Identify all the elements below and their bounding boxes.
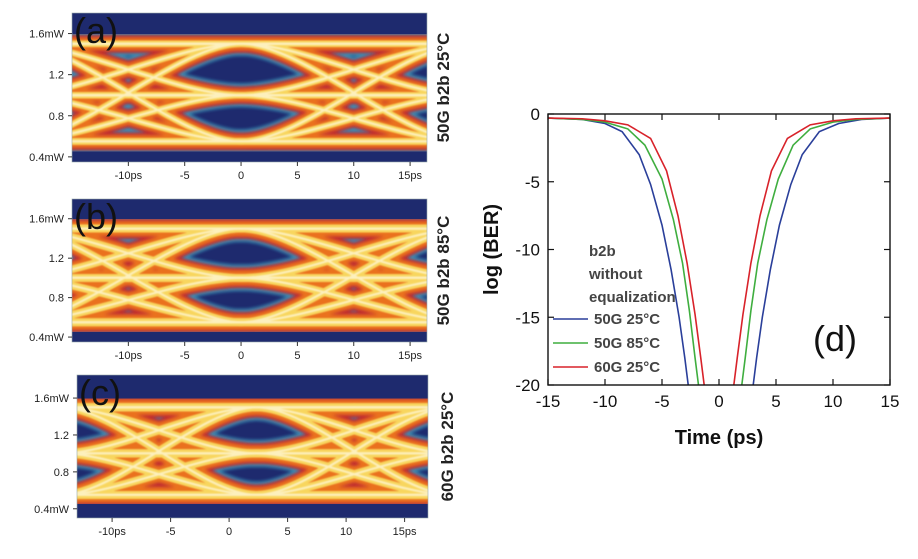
ber-curve-50g85c-right xyxy=(741,117,890,385)
ber-x-tick-label: 15 xyxy=(881,392,900,411)
eye-x-tick-label: 15ps xyxy=(398,350,422,362)
ber-legend-title-line: without xyxy=(588,266,642,283)
ber-x-tick-label: 10 xyxy=(824,392,843,411)
eye-trace xyxy=(77,408,356,497)
eye-y-tick-label: 1.2 xyxy=(49,70,64,82)
eye-x-tick-label: -10ps xyxy=(115,350,143,362)
ber-series-group xyxy=(548,117,890,385)
eye-heatmap-2 xyxy=(77,375,428,518)
eye-trace xyxy=(72,51,355,97)
eye-diagram-b: 1.6mW 1.2 0.8 0.4mW -10ps -5 0 5 10 15ps (b) 50G b2… xyxy=(29,196,453,362)
eye-x-tick-label: -5 xyxy=(180,170,190,182)
eye-y-tick-label: 1.2 xyxy=(49,253,64,265)
eye-core-white xyxy=(72,227,427,324)
eye-frame xyxy=(71,198,428,343)
ber-curve-50g85c-left xyxy=(548,117,700,385)
eye-core-white xyxy=(72,42,427,143)
eye-frame xyxy=(76,374,429,519)
eye-core-white xyxy=(77,406,428,497)
eye-x-tick-label: -5 xyxy=(166,526,176,538)
eye-x-tick-label: 10 xyxy=(340,526,352,538)
eye-panel-letter: (c) xyxy=(79,372,121,413)
eye-x-tick-label: 5 xyxy=(294,350,300,362)
eye-frame xyxy=(71,12,428,163)
eye-panel-letter: (b) xyxy=(74,196,118,237)
ber-y-tick-label: -20 xyxy=(515,376,540,395)
eye-y-tick-label: 1.6mW xyxy=(34,393,69,405)
eye-condition-label: 50G b2b 25°C xyxy=(434,33,453,143)
eye-y-tick-label: 0.8 xyxy=(49,111,64,123)
ber-legend-label: 50G 85°C xyxy=(594,335,660,352)
ber-x-tick-label: -5 xyxy=(654,392,669,411)
eye-heatmap-1 xyxy=(72,199,427,342)
eye-diagram-c: 1.6mW 1.2 0.8 0.4mW -10ps -5 0 5 10 15ps (c) 60G b2… xyxy=(34,372,457,538)
eye-y-tick-label: 1.6mW xyxy=(29,214,64,226)
ber-legend-title-line: equalization xyxy=(589,289,676,306)
eye-x-tick-label: 0 xyxy=(238,350,244,362)
eye-y-tick-label: 0.8 xyxy=(54,467,69,479)
eye-condition-label: 60G b2b 25°C xyxy=(438,392,457,502)
eye-x-tick-label: -10ps xyxy=(98,526,126,538)
eye-y-tick-label: 1.6mW xyxy=(29,29,64,41)
eye-x-tick-label: 5 xyxy=(285,526,291,538)
eye-x-tick-label: 10 xyxy=(348,170,360,182)
ber-x-tick-label: 0 xyxy=(714,392,723,411)
eye-trace xyxy=(72,59,355,143)
ber-y-tick-label: -15 xyxy=(515,308,540,327)
ber-legend-title-line: b2b xyxy=(589,243,616,260)
ber-curve-60g25c-right xyxy=(733,117,890,385)
eye-trace xyxy=(127,42,427,92)
eye-y-tick-label: 0.4mW xyxy=(34,504,69,516)
eye-y-tick-label: 0.8 xyxy=(49,293,64,305)
eye-x-tick-label: 5 xyxy=(294,170,300,182)
eye-trace xyxy=(127,42,427,134)
ber-curve-50g25c-right xyxy=(752,117,890,385)
ber-y-axis-label: log (BER) xyxy=(481,204,503,295)
ber-legend-label: 50G 25°C xyxy=(594,311,660,328)
eye-x-tick-label: 0 xyxy=(226,526,232,538)
ber-x-tick-label: -15 xyxy=(536,392,561,411)
eye-x-tick-label: 10 xyxy=(348,350,360,362)
ber-x-tick-label: 5 xyxy=(771,392,780,411)
eye-band-yellow xyxy=(77,403,428,499)
eye-trace xyxy=(72,243,355,324)
eye-x-tick-label: 15ps xyxy=(398,170,422,182)
ber-legend-label: 60G 25°C xyxy=(594,359,660,376)
eye-trace xyxy=(127,227,427,315)
eye-x-tick-label: -10ps xyxy=(115,170,143,182)
eye-y-tick-label: 1.2 xyxy=(54,430,69,442)
ber-x-axis-label: Time (ps) xyxy=(675,427,764,449)
eye-panel-letter: (a) xyxy=(74,10,118,51)
ber-curve-60g25c-left xyxy=(548,117,705,385)
eye-condition-label: 50G b2b 85°C xyxy=(434,216,453,326)
ber-y-tick-label: -5 xyxy=(525,173,540,192)
eye-x-tick-label: 0 xyxy=(238,170,244,182)
eye-y-tick-label: 0.4mW xyxy=(29,332,64,344)
ber-y-tick-label: 0 xyxy=(531,105,540,124)
ber-panel-letter: (d) xyxy=(813,318,857,359)
eye-diagram-a: 1.6mW 1.2 0.8 0.4mW -10ps -5 0 5 10 15ps (a) 50G b2… xyxy=(29,10,453,182)
ber-x-tick-label: -10 xyxy=(593,392,618,411)
ber-y-tick-label: -10 xyxy=(515,241,540,260)
eye-x-tick-label: 15ps xyxy=(393,526,417,538)
eye-x-tick-label: -5 xyxy=(180,350,190,362)
ber-curve-50g25c-left xyxy=(548,117,690,385)
eye-heatmap-0 xyxy=(72,13,427,162)
eye-y-tick-label: 0.4mW xyxy=(29,152,64,164)
